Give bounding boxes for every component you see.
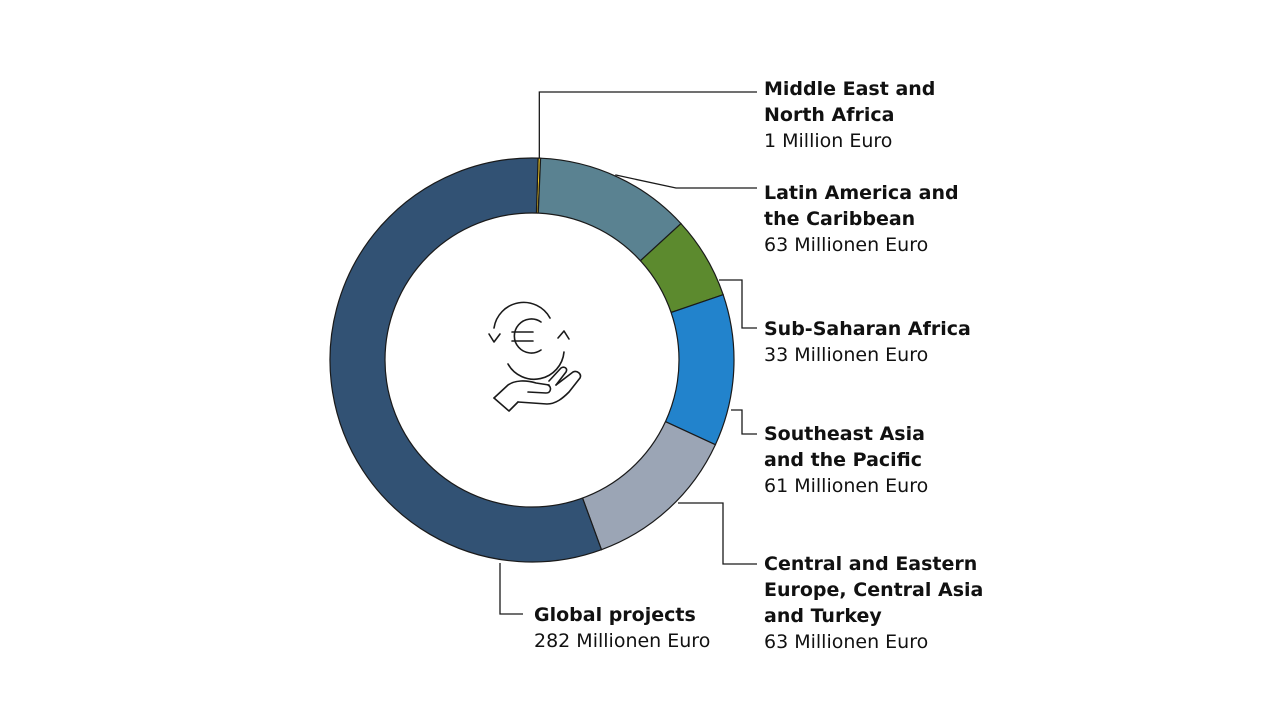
slice-value: 61 Millionen Euro (764, 475, 929, 497)
euro-cycle-hand-icon (488, 301, 582, 412)
slice-name: Southeast Asia and the Pacific (764, 423, 925, 471)
leader-line-0 (538, 91, 757, 159)
label-global-projects: Global projects 282 Millionen Euro (534, 602, 710, 654)
slice-name: Middle East and North Africa (764, 78, 936, 126)
leader-lines (499, 91, 757, 615)
slice-value: 33 Millionen Euro (764, 344, 929, 366)
label-latin-america: Latin America and the Caribbean 63 Milli… (764, 180, 959, 258)
slice-value: 63 Millionen Euro (764, 234, 929, 256)
slice-name: Latin America and the Caribbean (764, 182, 959, 230)
slice-value: 63 Millionen Euro (764, 631, 929, 653)
slice-value: 282 Millionen Euro (534, 630, 711, 652)
label-central-eastern-europe: Central and Eastern Europe, Central Asia… (764, 551, 983, 655)
leader-line-1 (615, 174, 757, 189)
donut-hole (384, 212, 680, 508)
label-southeast-asia: Southeast Asia and the Pacific 61 Millio… (764, 421, 928, 499)
label-middle-east: Middle East and North Africa 1 Million E… (764, 76, 935, 154)
leader-line-2 (719, 279, 757, 329)
slice-name: Global projects (534, 604, 696, 626)
slice-value: 1 Million Euro (764, 130, 893, 152)
label-sub-saharan: Sub-Saharan Africa 33 Millionen Euro (764, 316, 971, 368)
leader-line-5 (499, 563, 523, 615)
slice-name: Sub-Saharan Africa (764, 318, 971, 340)
leader-line-4 (678, 502, 757, 565)
leader-line-3 (731, 409, 757, 435)
slice-name: Central and Eastern Europe, Central Asia… (764, 553, 984, 627)
